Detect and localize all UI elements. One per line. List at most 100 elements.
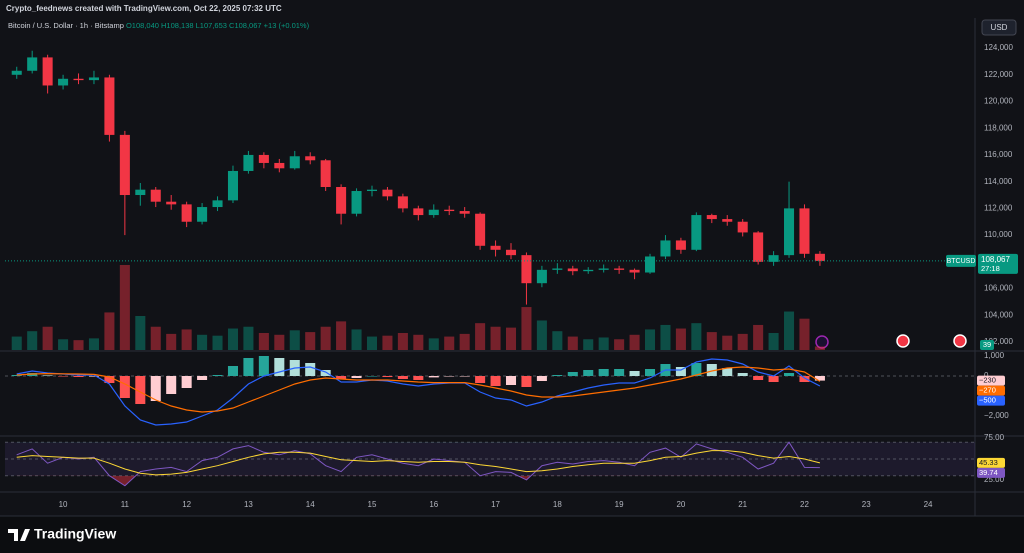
volume-bar: [336, 321, 347, 350]
candle-body: [135, 189, 146, 196]
y-tick-label: 25.00: [984, 475, 1005, 484]
histogram-bar: [413, 376, 424, 380]
y-tick-label: 1,000: [984, 351, 1005, 360]
candle-body: [104, 77, 115, 135]
candle-body: [274, 162, 285, 169]
volume-bar: [119, 265, 130, 350]
volume-bar: [660, 324, 671, 350]
brand-logo: TradingView: [8, 526, 116, 542]
candle-body: [397, 196, 408, 209]
histogram-bar: [166, 376, 177, 394]
signal-line: [16, 366, 821, 413]
volume-bar: [382, 335, 393, 350]
value-marker: [977, 385, 1005, 396]
volume-bar: [768, 333, 779, 350]
x-tick-label: 20: [676, 500, 685, 509]
event-icon[interactable]: [953, 334, 967, 348]
candle-body: [181, 204, 192, 222]
candle-body: [583, 269, 594, 272]
x-tick-label: 18: [553, 500, 562, 509]
y-tick-label: 110,000: [984, 230, 1013, 239]
candle-body: [536, 269, 547, 284]
candle-body: [799, 208, 810, 254]
histogram-bar: [753, 376, 764, 380]
volume-bar: [135, 316, 146, 350]
candle-body: [166, 201, 177, 205]
histogram-bar: [505, 376, 517, 385]
volume-marker-label: 39: [983, 340, 991, 349]
candle-body: [73, 78, 84, 81]
rsi-ma-line: [16, 450, 821, 476]
x-tick-label: 15: [368, 500, 377, 509]
brand-name: TradingView: [34, 526, 116, 542]
histogram-bar: [366, 376, 378, 377]
volume-bar: [799, 318, 810, 350]
histogram-bar: [444, 376, 455, 377]
y-tick-label: 114,000: [984, 177, 1013, 186]
x-tick-label: 12: [182, 500, 191, 509]
histogram-bar: [614, 369, 625, 376]
x-tick-label: 22: [800, 500, 809, 509]
value-marker: [977, 395, 1005, 406]
histogram-bar: [305, 363, 316, 376]
volume-bar: [413, 334, 424, 350]
candle-body: [212, 200, 223, 208]
candle-body: [644, 256, 656, 273]
histogram-bar: [320, 370, 331, 376]
histogram-bar: [768, 376, 779, 382]
volume-bar: [459, 333, 470, 350]
candle-body: [227, 170, 239, 201]
ohlc-high: H108,138: [161, 21, 194, 30]
rsi-line: [16, 441, 820, 487]
histogram-bar: [135, 376, 146, 404]
macd-line: [16, 358, 821, 426]
volume-bar: [73, 340, 84, 350]
value-marker: [977, 375, 1005, 386]
candle-body: [289, 156, 300, 169]
volume-bar: [567, 336, 578, 350]
candle-body: [521, 255, 532, 284]
symbol-marker: [946, 254, 976, 267]
histogram-bar: [150, 376, 161, 401]
candle-body: [42, 57, 53, 86]
volume-bar: [197, 334, 208, 350]
volume-bar: [212, 335, 223, 350]
histogram-bar: [88, 376, 99, 377]
volume-bar: [27, 331, 38, 350]
event-icon[interactable]: [896, 334, 910, 348]
candle-body: [475, 213, 486, 246]
histogram-bar: [552, 375, 563, 376]
histogram-bar: [227, 366, 239, 376]
candle-body: [814, 253, 825, 261]
histogram-bar: [119, 376, 130, 398]
histogram-bar: [521, 376, 532, 387]
volume-bar: [644, 329, 656, 350]
event-icons: [815, 334, 967, 349]
volume-bar: [536, 320, 547, 350]
histogram-bar: [73, 376, 84, 377]
volume-bar: [583, 339, 594, 350]
volume-bar: [706, 332, 717, 350]
currency-button[interactable]: [981, 19, 1017, 36]
header-text: Crypto_feednews created with TradingView…: [6, 4, 282, 13]
histogram-bar: [397, 376, 408, 379]
volume-bar: [351, 329, 362, 350]
ohlc-open: O108,040: [126, 21, 159, 30]
event-icon[interactable]: [815, 335, 829, 349]
histogram-bar: [459, 376, 470, 377]
candle-body: [753, 232, 764, 262]
y-tick-label: 124,000: [984, 43, 1013, 52]
volume-bar: [753, 324, 764, 350]
candle-body: [27, 57, 38, 71]
volume-bar: [675, 328, 686, 350]
value-marker-label: −500: [979, 396, 996, 405]
histogram-bar: [243, 358, 254, 376]
volume-bar: [691, 323, 702, 350]
volume-bar: [366, 336, 378, 350]
ohlc-close: C108,067: [229, 21, 262, 30]
y-tick-label: 102,000: [984, 337, 1013, 346]
candle-body: [629, 269, 640, 273]
candle-body: [444, 209, 455, 212]
